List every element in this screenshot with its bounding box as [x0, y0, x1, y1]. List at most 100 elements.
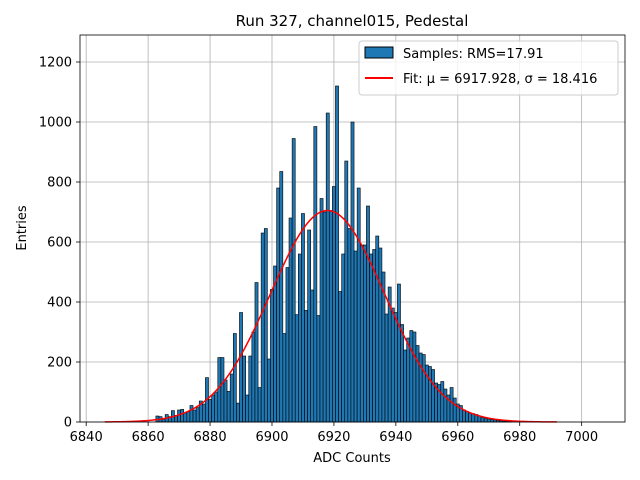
histogram-bar — [229, 373, 234, 423]
histogram-bar — [462, 409, 466, 423]
histogram-bar — [356, 187, 361, 423]
histogram-bar — [285, 267, 290, 423]
histogram-bar — [415, 345, 420, 423]
y-axis-label: Entries — [15, 205, 30, 251]
histogram-bar — [273, 265, 277, 423]
histogram-bar — [260, 232, 265, 423]
histogram-bar — [291, 138, 296, 423]
x-tick-label: 6900 — [255, 430, 288, 445]
chart-title: Run 327, channel015, Pedestal — [236, 12, 469, 30]
histogram-bar — [189, 405, 194, 423]
histogram-bar — [322, 211, 327, 423]
histogram-bar — [452, 397, 457, 423]
x-tick-label: 6880 — [194, 430, 227, 445]
histogram-bar — [202, 403, 206, 423]
plot-area-frame — [79, 34, 626, 423]
histogram-bar — [226, 391, 231, 423]
histogram-bar — [393, 312, 398, 423]
histogram-bar — [397, 283, 401, 423]
x-tick-label: 6860 — [132, 430, 165, 445]
histogram-bar — [214, 391, 219, 423]
histogram-bar — [378, 247, 383, 423]
x-tick-label: 7000 — [565, 430, 598, 445]
histogram-bar — [409, 330, 414, 423]
histogram-bar — [301, 213, 305, 423]
histogram-bar — [282, 333, 287, 423]
histogram-bar — [449, 387, 454, 423]
histogram-bar — [245, 394, 250, 423]
y-tick-label: 1000 — [39, 116, 72, 131]
histogram-bar — [298, 253, 302, 423]
histogram-bar — [369, 253, 373, 423]
histogram-bar — [406, 337, 411, 423]
x-axis-ticks: 6840 6860 6880 6900 6920 6940 6960 6980 7000 — [70, 422, 598, 445]
gaussian-fit-curve — [104, 209, 557, 423]
y-tick-label: 1200 — [39, 56, 72, 71]
legend-label-fit: Fit: μ = 6917.928, σ = 18.416 — [403, 72, 597, 87]
histogram-bar — [223, 379, 228, 423]
histogram-bar — [319, 198, 324, 423]
x-axis-label: ADC Counts — [313, 451, 391, 466]
histogram-bar — [267, 358, 271, 423]
histogram-bar — [294, 314, 299, 423]
histogram-bar — [254, 282, 259, 423]
histogram-bar — [412, 331, 417, 423]
histogram-bar — [304, 310, 308, 423]
histogram-bar — [428, 366, 432, 423]
histogram-bar — [338, 291, 342, 423]
histogram-bar — [257, 387, 262, 423]
x-tick-label: 6840 — [70, 430, 103, 445]
histogram-bar — [186, 411, 191, 423]
histogram-bar — [483, 418, 488, 423]
histogram-bar — [384, 313, 389, 423]
histogram-bar — [440, 381, 445, 423]
histogram-bar — [332, 186, 336, 423]
histogram-bar — [486, 418, 491, 423]
histogram-bar — [372, 249, 377, 423]
histogram-bar — [431, 369, 435, 423]
histogram-bar — [313, 126, 318, 423]
histogram-bar — [211, 394, 216, 423]
legend: Samples: RMS=17.91 Fit: μ = 6917.928, σ … — [358, 40, 619, 96]
histogram-bar — [270, 289, 274, 423]
histogram-bar — [468, 412, 473, 423]
histogram-bar — [232, 333, 237, 423]
histogram-bar — [390, 307, 395, 423]
histogram-bar — [239, 312, 243, 423]
histogram-bar — [177, 409, 181, 423]
histogram-bar — [242, 355, 246, 423]
legend-label-samples: Samples: RMS=17.91 — [403, 47, 544, 62]
histogram-bar — [359, 244, 364, 423]
histogram-bar — [403, 349, 407, 423]
x-tick-label: 6960 — [441, 430, 474, 445]
histogram-bar — [220, 357, 225, 423]
y-tick-label: 400 — [47, 296, 72, 311]
histogram-bar — [192, 409, 197, 423]
histogram-bar — [328, 210, 333, 423]
histogram-bar — [251, 331, 256, 423]
histogram-bar — [363, 244, 367, 423]
histogram-bar — [208, 399, 212, 423]
histogram-bar — [279, 171, 284, 423]
histogram-bar — [307, 229, 312, 423]
histogram-bar — [353, 250, 358, 423]
histogram-bar — [325, 112, 330, 423]
histogram-bar — [400, 324, 404, 423]
y-tick-label: 0 — [64, 416, 72, 431]
histogram-bar — [183, 412, 188, 423]
histogram-bar — [375, 235, 380, 423]
histogram-bar — [335, 85, 339, 423]
histogram-bar — [350, 121, 355, 423]
histogram-bar — [180, 409, 185, 423]
y-tick-label: 800 — [47, 176, 72, 191]
legend-swatch-samples — [364, 46, 394, 59]
histogram-bar — [248, 355, 253, 423]
x-tick-label: 6920 — [317, 430, 350, 445]
x-tick-label: 6940 — [379, 430, 412, 445]
histogram-bar — [344, 160, 349, 423]
histogram-bar — [347, 228, 352, 423]
histogram-bar — [465, 411, 469, 423]
histogram-bar — [217, 357, 222, 423]
histogram-bar — [263, 228, 268, 423]
